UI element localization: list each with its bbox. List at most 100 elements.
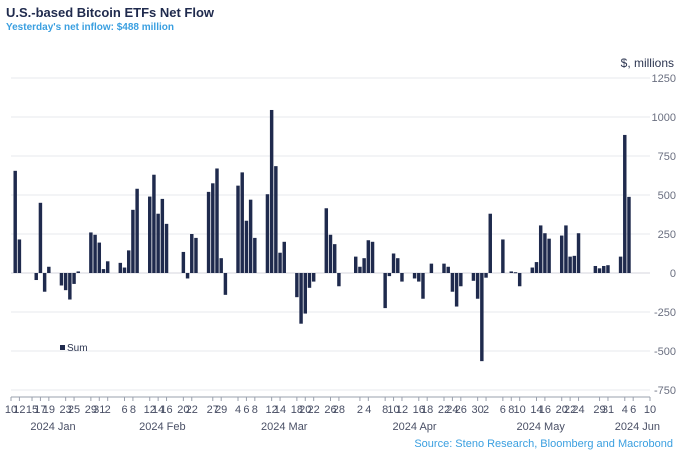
x-tick-label: 25 — [68, 404, 80, 416]
y-tick-label: 500 — [658, 190, 676, 202]
bar — [211, 183, 215, 273]
bar — [126, 250, 131, 273]
x-tick-label: 14 — [152, 404, 164, 416]
x-tick-label: 8 — [130, 404, 136, 416]
bar — [475, 273, 480, 299]
bar — [105, 261, 110, 273]
bar — [509, 271, 513, 273]
bar — [602, 265, 606, 273]
x-tick-label: 2 — [105, 404, 111, 416]
bar — [152, 174, 156, 273]
bar — [543, 233, 547, 273]
x-tick-label: 17 — [34, 404, 46, 416]
x-tick-label: 24 — [446, 404, 458, 416]
bar — [387, 273, 392, 277]
bar — [559, 235, 564, 273]
x-month-label: 2024 Jan — [30, 421, 75, 433]
bar — [101, 269, 106, 273]
bar — [593, 265, 598, 273]
x-tick-label: 22 — [186, 404, 198, 416]
x-tick-label: 22 — [564, 404, 576, 416]
x-tick-label: 20 — [299, 404, 311, 416]
x-tick-label: 27 — [207, 404, 219, 416]
x-tick-label: 22 — [308, 404, 320, 416]
bar — [412, 273, 417, 279]
bar — [564, 225, 568, 273]
bar — [194, 237, 198, 273]
bar — [63, 273, 68, 291]
y-axis-unit-label: $, millions — [620, 56, 674, 70]
bar — [190, 234, 194, 273]
bar — [274, 166, 278, 273]
bar — [618, 256, 623, 273]
bar — [269, 109, 274, 273]
x-tick-label: 28 — [333, 404, 345, 416]
bar — [391, 253, 396, 273]
bar — [278, 252, 282, 273]
legend-label: Sum — [67, 343, 88, 354]
x-month-label: 2024 Feb — [139, 421, 185, 433]
bar — [265, 194, 270, 273]
y-tick-label: 1250 — [652, 73, 676, 85]
bar — [328, 234, 333, 273]
bar — [122, 267, 127, 273]
x-tick-label: 18 — [291, 404, 303, 416]
bar — [576, 233, 581, 273]
bar — [471, 273, 476, 281]
x-tick-label: 19 — [43, 404, 55, 416]
bar — [248, 199, 253, 273]
x-tick-label: 18 — [421, 404, 433, 416]
bar — [307, 273, 312, 288]
bar — [488, 213, 492, 273]
y-axis-ticks: -750 -500 -250 0 250 500 750 1000 1250 — [652, 73, 676, 397]
bar — [299, 273, 303, 324]
x-tick-label: 12 — [13, 404, 25, 416]
x-month-label: 2024 Apr — [393, 421, 437, 433]
bar — [236, 185, 240, 273]
bar — [34, 273, 38, 281]
bar — [354, 256, 358, 273]
x-tick-label: 26 — [455, 404, 467, 416]
bar — [517, 273, 522, 287]
x-tick-label: 29 — [85, 404, 97, 416]
x-tick-label: 6 — [500, 404, 506, 416]
bar — [135, 188, 139, 273]
bar — [244, 220, 249, 273]
y-tick-label: 750 — [658, 151, 676, 163]
x-tick-label: 12 — [144, 404, 156, 416]
bar — [303, 273, 307, 314]
bar — [530, 267, 535, 273]
x-tick-label: 15 — [26, 404, 38, 416]
bar — [118, 262, 123, 273]
bar — [68, 273, 72, 300]
x-tick-label: 10 — [514, 404, 526, 416]
x-tick-label: 31 — [602, 404, 614, 416]
bar — [534, 262, 539, 273]
x-tick-label: 10 — [387, 404, 399, 416]
x-tick-label: 14 — [274, 404, 286, 416]
bar — [13, 170, 17, 273]
chart-subtitle: Yesterday's net inflow: $488 million — [6, 22, 174, 33]
bar — [253, 237, 257, 273]
x-tick-label: 31 — [93, 404, 105, 416]
bar — [358, 266, 362, 273]
bar — [47, 266, 51, 273]
x-tick-label: 29 — [215, 404, 227, 416]
bar — [215, 168, 219, 273]
bar — [454, 273, 459, 307]
y-tick-label: 1000 — [652, 112, 676, 124]
x-tick-label: 6 — [630, 404, 636, 416]
chart-title: U.S.-based Bitcoin ETFs Net Flow — [6, 5, 215, 20]
bar — [513, 272, 518, 274]
bar — [623, 134, 627, 273]
bar — [181, 251, 186, 273]
x-tick-label: 6 — [121, 404, 127, 416]
bar — [93, 234, 97, 273]
bar — [362, 258, 366, 273]
bar — [429, 263, 434, 273]
y-tick-label: 0 — [670, 268, 676, 280]
x-tick-label: 20 — [177, 404, 189, 416]
